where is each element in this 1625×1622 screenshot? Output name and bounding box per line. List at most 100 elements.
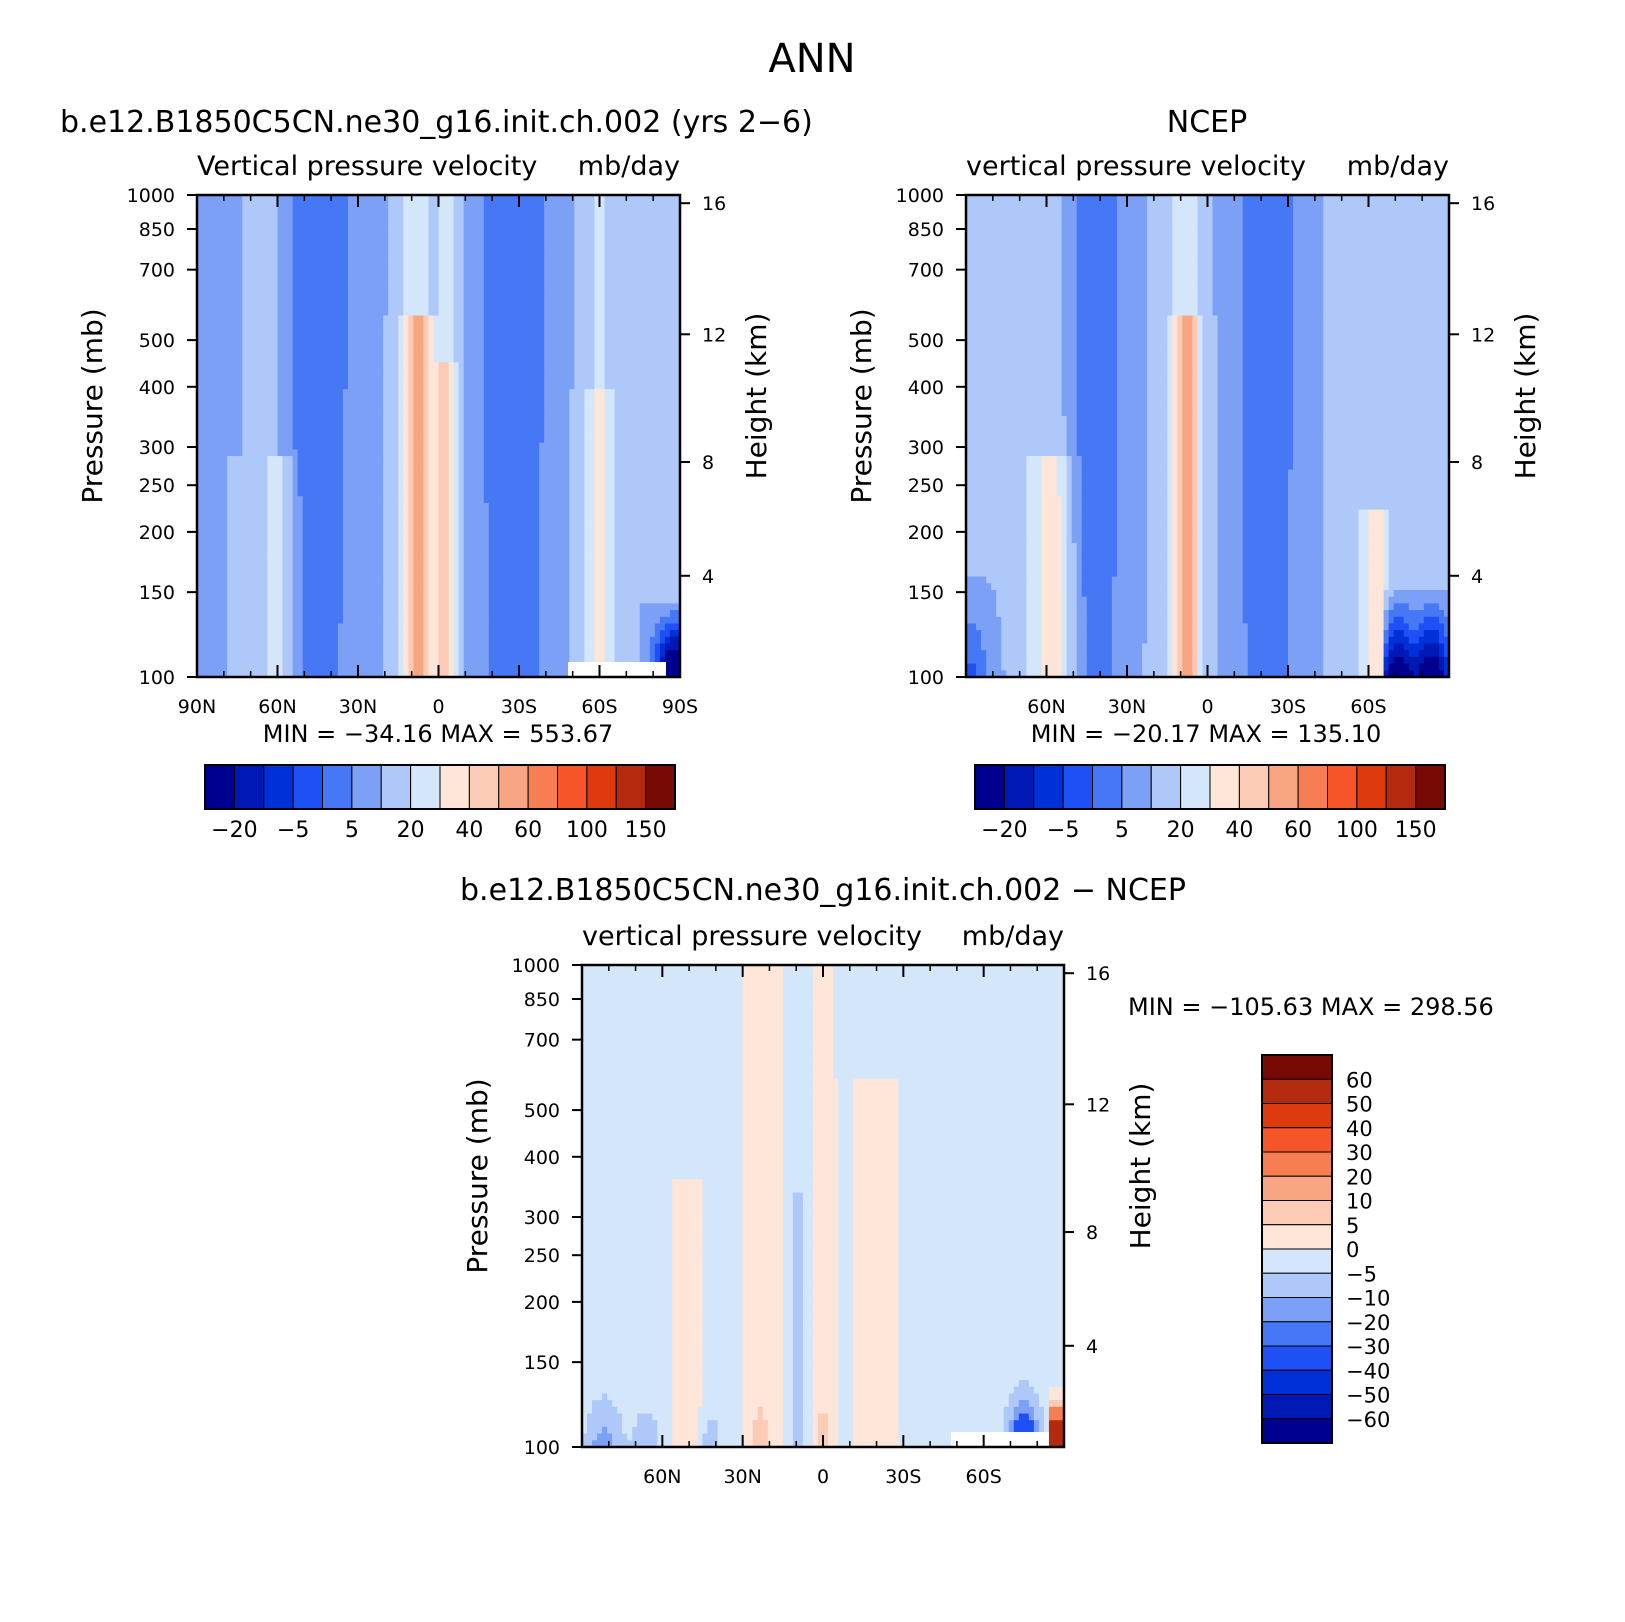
panel-1-cell (358, 269, 364, 276)
panel-1-cell (252, 208, 258, 215)
panel-1-cell (227, 423, 233, 430)
panel-1-cell (202, 436, 208, 443)
panel-1-cell (433, 396, 439, 403)
panel-1-cell (403, 356, 409, 363)
panel-1-cell (474, 510, 480, 517)
panel-1-cell (469, 449, 475, 456)
panel-1-cell (660, 503, 666, 510)
panel-1-cell (650, 342, 656, 349)
panel-1-cell (237, 255, 243, 262)
panel-1-cell (439, 262, 445, 269)
panel-1-cell (499, 436, 505, 443)
panel-1-cell (217, 255, 223, 262)
panel-1-cell (600, 369, 606, 376)
panel-1-cell (620, 362, 626, 369)
panel-1-cell (232, 309, 238, 316)
panel-1-cell (564, 490, 570, 497)
panel-1-cell (293, 369, 299, 376)
panel-1-cell (534, 403, 540, 410)
panel-1-cell (358, 389, 364, 396)
panel-1-cell (479, 222, 485, 229)
panel-1-cell (504, 262, 510, 269)
panel-1-cell (665, 362, 671, 369)
panel-1-cell (247, 436, 253, 443)
panel-1-cell (499, 396, 505, 403)
panel-1-cell (283, 429, 289, 436)
panel-1-cell (454, 456, 460, 463)
panel-1-cell (615, 275, 621, 282)
panel-1-cell (328, 275, 334, 282)
panel-1-cell (232, 409, 238, 416)
panel-1-cell (403, 336, 409, 343)
panel-1-cell (499, 208, 505, 215)
panel-1-cell (499, 476, 505, 483)
panel-1-cell (494, 416, 500, 423)
panel-1-cell (479, 228, 485, 235)
panel-1-cell (288, 295, 294, 302)
panel-1-cell (514, 530, 520, 537)
panel-1-cell (574, 222, 580, 229)
panel-1-cell (368, 235, 374, 242)
panel-1-cell (308, 342, 314, 349)
panel-1-cell (504, 295, 510, 302)
panel-1-cell (620, 389, 626, 396)
panel-1-cell (298, 269, 304, 276)
panel-1-cell (278, 329, 284, 336)
panel-1-cell (272, 349, 278, 356)
panel-1-cell (564, 262, 570, 269)
panel-1-cell (474, 496, 480, 503)
panel-1-cell (504, 316, 510, 323)
panel-1-cell (398, 476, 404, 483)
panel-1-cell (509, 536, 515, 543)
panel-1-cell (403, 309, 409, 316)
panel-1-cell (257, 456, 263, 463)
panel-1-cell (605, 302, 611, 309)
panel-1-cell (489, 275, 495, 282)
panel-1-cell (549, 309, 555, 316)
panel-1-cell (494, 389, 500, 396)
panel-1-cell (519, 396, 525, 403)
panel-1-cell (237, 316, 243, 323)
panel-1-cell (333, 255, 339, 262)
panel-1-cell (212, 302, 218, 309)
panel-1-cell (408, 536, 414, 543)
panel-1-cell (645, 222, 651, 229)
panel-1-cell (267, 295, 273, 302)
panel-1-cell (554, 389, 560, 396)
panel-1-cell (257, 322, 263, 329)
panel-1-cell (293, 228, 299, 235)
panel-1-cell (670, 503, 676, 510)
panel-1-cell (635, 329, 641, 336)
panel-1-cell (625, 222, 631, 229)
panel-1-field (197, 195, 681, 678)
panel-1-cell (202, 476, 208, 483)
panel-1-cell (257, 295, 263, 302)
panel-1-cell (640, 516, 646, 523)
panel-1-cell (293, 342, 299, 349)
panel-1-cell (237, 275, 243, 282)
panel-1-cell (534, 382, 540, 389)
panel-1-cell (594, 396, 600, 403)
panel-1-cell (524, 490, 530, 497)
panel-1-cell (257, 449, 263, 456)
panel-1-cell (398, 269, 404, 276)
panel-1-cell (293, 282, 299, 289)
panel-1-cell (358, 510, 364, 517)
panel-1-cell (222, 483, 228, 490)
panel-1-cell (650, 516, 656, 523)
panel-1-cell (449, 322, 455, 329)
panel-1-cell (514, 295, 520, 302)
panel-1-cell (504, 302, 510, 309)
panel-1-cell (459, 342, 465, 349)
panel-1-cell (509, 469, 515, 476)
panel-1-cell (283, 476, 289, 483)
panel-1-cell (338, 215, 344, 222)
panel-1-cell (655, 389, 661, 396)
panel-1-cell (242, 536, 248, 543)
panel-1-cell (569, 536, 575, 543)
panel-1-cell (252, 469, 258, 476)
panel-1-cell (509, 362, 515, 369)
panel-1-cell (237, 496, 243, 503)
panel-1-cell (242, 382, 248, 389)
panel-1-cell (574, 235, 580, 242)
